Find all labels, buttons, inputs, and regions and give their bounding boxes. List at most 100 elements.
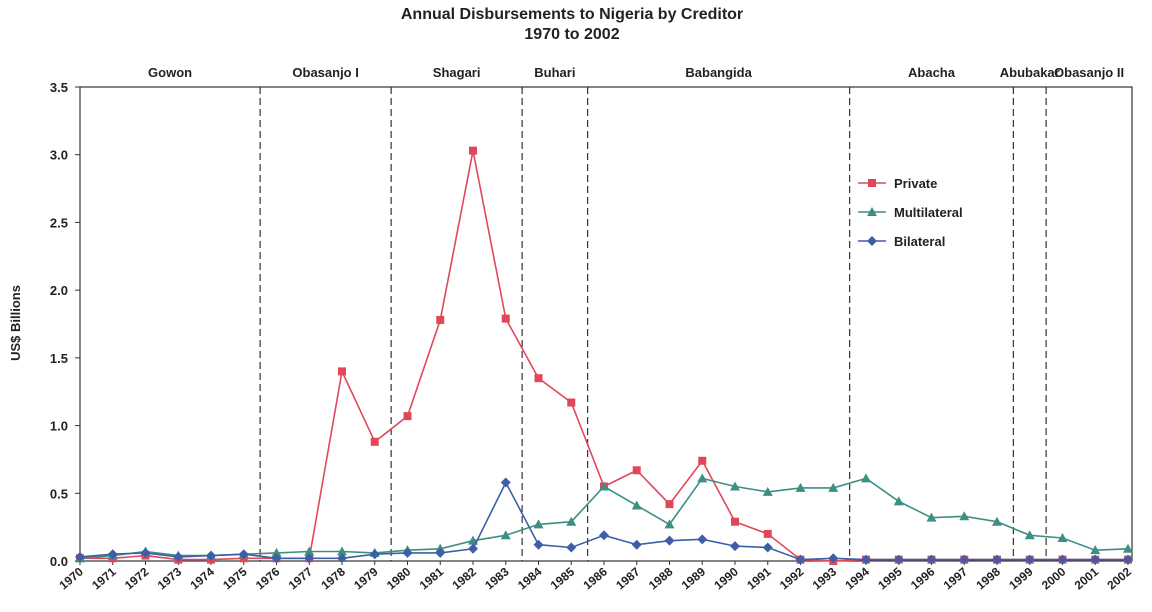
private-point [469, 146, 477, 155]
x-tick-label: 1991 [744, 564, 774, 592]
bilateral-point [664, 535, 675, 546]
y-axis: 0.0 0.5 1.0 1.5 2.0 2.5 3.0 3.5 [50, 80, 80, 569]
multilateral-point [304, 546, 315, 556]
private-line [80, 150, 1128, 562]
x-tick-label: 1972 [122, 564, 152, 592]
x-tick-label: 1976 [253, 564, 283, 592]
multilateral-point [500, 530, 511, 540]
bilateral-point [795, 554, 806, 565]
bilateral-point [468, 543, 478, 554]
series-private [76, 146, 1132, 565]
x-tick-label: 2002 [1104, 564, 1134, 592]
private-point [501, 314, 510, 323]
private-point [403, 412, 412, 421]
era-label: Babangida [685, 65, 752, 80]
bilateral-point [337, 553, 347, 564]
multilateral-point [762, 486, 773, 496]
multilateral-point [1090, 545, 1101, 555]
private-point [338, 367, 346, 376]
x-tick-label: 1975 [220, 564, 250, 592]
multilateral-point [1123, 543, 1133, 553]
bilateral-line [79, 480, 1128, 561]
private-point [698, 456, 707, 465]
bilateral-point [206, 550, 216, 561]
bilateral-point [75, 551, 85, 562]
bilateral-point [992, 554, 1002, 565]
series-layer [75, 146, 1133, 565]
bilateral-point [533, 539, 544, 550]
x-tick-label: 1997 [941, 564, 971, 592]
bilateral-point [631, 539, 642, 550]
x-tick-label: 1981 [417, 564, 447, 592]
y-tick-label: 0.5 [50, 486, 68, 501]
x-tick-label: 1995 [875, 564, 905, 592]
multilateral-point [631, 500, 642, 510]
multilateral-point [828, 482, 839, 492]
bilateral-point [304, 553, 315, 564]
legend-label: Multilateral [894, 205, 963, 220]
legend-swatch-marker [867, 236, 877, 246]
y-tick-label: 2.5 [50, 215, 68, 230]
series-bilateral [75, 477, 1133, 565]
bilateral-point [828, 553, 839, 564]
bilateral-point [435, 547, 446, 558]
multilateral-point [992, 516, 1002, 526]
bilateral-point [599, 530, 609, 541]
bilateral-point [271, 553, 282, 564]
x-tick-label: 1987 [613, 564, 643, 592]
x-tick-label: 1990 [711, 564, 741, 592]
multilateral-point [730, 481, 740, 491]
legend: Private Multilateral Bilateral [858, 176, 963, 249]
bilateral-point [1057, 554, 1068, 565]
legend-item-bilateral: Bilateral [858, 234, 945, 249]
era-label: Abacha [908, 65, 956, 80]
bilateral-point [107, 549, 118, 560]
multilateral-point [271, 547, 282, 557]
multilateral-point [337, 546, 347, 556]
x-tick-label: 1998 [973, 564, 1003, 592]
bilateral-point [500, 477, 511, 488]
multilateral-point [893, 496, 904, 506]
bilateral-point [173, 551, 184, 562]
bilateral-point [1123, 554, 1133, 565]
bilateral-point [926, 554, 937, 565]
multilateral-point [861, 473, 871, 483]
y-tick-label: 0.0 [50, 554, 68, 569]
legend-label: Bilateral [894, 234, 945, 249]
multilateral-point [959, 511, 970, 521]
private-point [763, 529, 772, 538]
x-tick-label: 1994 [842, 564, 872, 592]
bilateral-point [402, 547, 413, 558]
private-point [534, 374, 543, 383]
y-tick-label: 2.0 [50, 283, 68, 298]
chart-title: Annual Disbursements to Nigeria by Credi… [401, 6, 743, 23]
y-tick-label: 3.5 [50, 80, 68, 95]
legend-item-multilateral: Multilateral [858, 205, 963, 220]
series-multilateral [75, 473, 1133, 563]
era-label: Shagari [433, 65, 481, 80]
bilateral-point [861, 554, 871, 565]
x-tick-label: 1974 [187, 564, 217, 592]
x-tick-label: 1980 [384, 564, 414, 592]
x-tick-label: 1992 [777, 564, 807, 592]
bilateral-point [1090, 554, 1101, 565]
legend-swatch-marker [867, 207, 877, 216]
multilateral-point [926, 512, 937, 522]
bilateral-point [238, 549, 249, 560]
era-layer: Gowon Obasanjo I Shagari Buhari Babangida Aba… [148, 65, 1124, 561]
x-tick-label: 1983 [482, 564, 512, 592]
era-label: Buhari [534, 65, 575, 80]
multilateral-point [795, 482, 806, 492]
x-tick-label: 1988 [646, 564, 676, 592]
bilateral-point [762, 542, 773, 553]
bilateral-point [893, 554, 904, 565]
multilateral-point [664, 519, 675, 529]
bilateral-point [697, 534, 708, 545]
era-label: Abubakar [1000, 65, 1060, 80]
private-point [567, 398, 576, 407]
private-point [632, 466, 641, 475]
x-tick-label: 1978 [318, 564, 348, 592]
bilateral-point [566, 542, 577, 553]
bilateral-point [959, 554, 970, 565]
